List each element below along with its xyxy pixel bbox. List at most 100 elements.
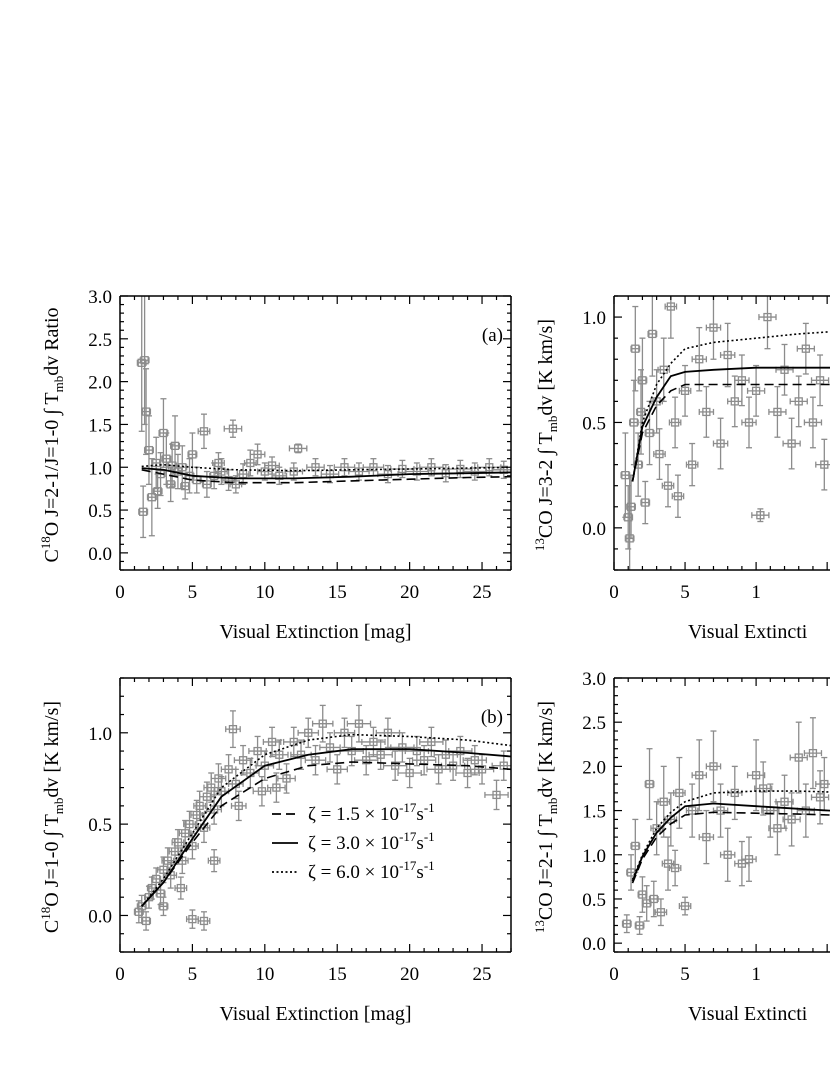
y-tick-label: 0.0 (582, 519, 606, 540)
data-point (661, 836, 675, 891)
data-point (698, 385, 715, 438)
data-point (698, 809, 715, 865)
data-point (661, 463, 675, 508)
data-point (640, 480, 651, 525)
y-tick-label: 2.0 (88, 373, 112, 394)
data-point (207, 849, 221, 873)
data-point (775, 774, 794, 829)
data-point (653, 428, 666, 481)
model-curve-dotted (141, 463, 511, 472)
model-curve-solid (631, 802, 830, 882)
model-curve-dotted (631, 790, 830, 880)
data-point (637, 337, 648, 424)
data-point (768, 385, 787, 438)
data-point (290, 739, 312, 770)
y-tick-label: 0.0 (88, 906, 112, 927)
model-curve-solid (141, 467, 511, 480)
y-axis-label: 13CO J=3-2 ∫ Tmbdv [K km/s] (532, 319, 560, 551)
y-tick-label: 0.5 (88, 815, 112, 836)
x-axis-label: Visual Extincti (688, 621, 808, 643)
y-tick-label: 1.0 (88, 458, 112, 479)
data-point (815, 438, 830, 491)
data-point (141, 368, 152, 456)
x-tick-label: 5 (188, 582, 198, 603)
data-point (462, 744, 488, 776)
legend-label: ζ = 6.0 × 10-17s-1 (308, 858, 435, 883)
x-tick-label: 10 (255, 582, 274, 603)
data-point (630, 305, 641, 392)
data-point (161, 847, 175, 875)
y-axis-label: C18O J=2-1/J=1-0 ∫ Tmbdv Ratio (38, 307, 66, 562)
y-tick-label: 3.0 (88, 287, 112, 308)
data-point (775, 343, 794, 396)
y-tick-label: 3.0 (582, 669, 606, 690)
model-curve-dotted (141, 733, 511, 907)
data-point (685, 783, 699, 838)
data-point (185, 909, 199, 929)
data-point (633, 432, 644, 497)
data-point (361, 726, 386, 758)
data-point (705, 730, 722, 803)
x-axis-label: Visual Extincti (688, 1003, 808, 1025)
data-point (462, 462, 488, 481)
x-tick-label: 0 (115, 582, 125, 603)
data-point (288, 443, 308, 454)
data-point (746, 364, 766, 417)
data-point (143, 415, 154, 486)
y-tick-label: 2.5 (582, 713, 606, 734)
data-point (264, 456, 280, 475)
data-point (634, 915, 645, 935)
model-curve-dashed (631, 383, 830, 482)
data-point (754, 761, 773, 816)
data-point (267, 772, 286, 803)
axes-frame (119, 295, 512, 571)
data-point (174, 876, 188, 900)
data-point (796, 783, 816, 838)
legend-entry: ζ = 3.0 × 10-17s-1 (272, 829, 435, 854)
data-point (664, 296, 678, 339)
data-point (212, 452, 225, 474)
data-point (758, 296, 777, 350)
data-point (796, 322, 816, 375)
data-point (320, 464, 340, 484)
data-point (648, 880, 659, 918)
data-point (171, 828, 185, 856)
data-point (419, 726, 444, 758)
data-point (734, 354, 750, 407)
y-tick-label: 0.5 (582, 413, 606, 434)
data-points (620, 296, 830, 570)
x-tick-label: 5 (188, 964, 198, 985)
data-point (678, 364, 692, 417)
data-point (262, 726, 282, 758)
y-tick-label: 2.5 (88, 330, 112, 351)
data-point (269, 739, 289, 770)
x-tick-label: 0 (609, 964, 619, 985)
data-point (397, 757, 422, 789)
data-point (789, 375, 808, 428)
data-point (152, 473, 163, 510)
data-point (382, 750, 408, 781)
data-point (346, 704, 372, 743)
model-curve-dashed (141, 761, 511, 907)
data-point (671, 474, 685, 518)
data-point (803, 717, 823, 790)
x-tick-label: 0 (609, 582, 619, 603)
data-point (223, 419, 243, 438)
data-point (455, 757, 480, 789)
data-point (197, 911, 211, 931)
data-point (712, 417, 729, 470)
y-tick-label: 2.0 (582, 757, 606, 778)
data-point (668, 849, 682, 887)
x-tick-label: 20 (400, 964, 419, 985)
data-point (362, 458, 385, 477)
axes-frame (119, 677, 512, 953)
x-tick-label: 25 (473, 582, 492, 603)
data-point (637, 876, 648, 913)
y-tick-label: 0.5 (88, 501, 112, 522)
data-point (141, 911, 152, 931)
data-point (751, 508, 770, 523)
data-point (691, 326, 708, 392)
data-point (673, 756, 686, 829)
data-point (630, 818, 641, 874)
